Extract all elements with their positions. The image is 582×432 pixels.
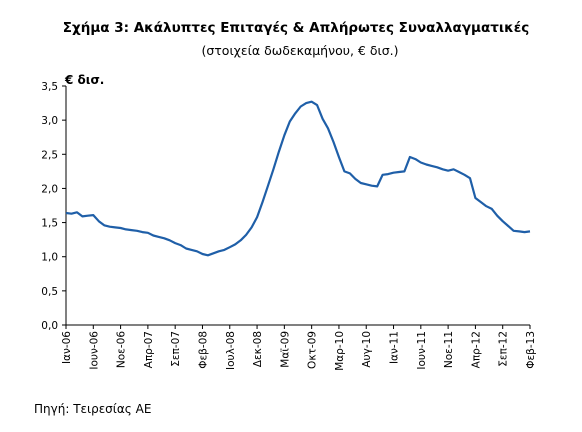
y-tick-group: 0,0 0,5 1,0 1,5 2,0 2,5 3,0 3,5 bbox=[41, 81, 66, 332]
x-tick-label: Νοε-06 bbox=[116, 331, 128, 368]
x-tick-label: Δεκ-08 bbox=[252, 331, 264, 367]
x-tick-label: Ιουλ-08 bbox=[225, 331, 237, 370]
x-tick-label: Οκτ-09 bbox=[307, 331, 319, 369]
x-tick-label: Φεβ-13 bbox=[525, 331, 537, 369]
x-tick-label: Σεπ-07 bbox=[170, 331, 182, 367]
x-tick-label: Απρ-07 bbox=[143, 331, 155, 368]
x-tick-label: Αυγ-10 bbox=[361, 331, 373, 368]
x-tick-group: Ιαν-06 Ιουν-06 Νοε-06 Απρ-07 Σεπ-07 Φεβ-08 Ιου… bbox=[61, 325, 537, 371]
y-tick-label: 3,0 bbox=[41, 115, 58, 127]
x-tick-label: Νοε-11 bbox=[443, 331, 455, 368]
series-line bbox=[65, 100, 531, 257]
source-note: Πηγή: Τειρεσίας ΑΕ bbox=[34, 402, 151, 416]
x-tick-label: Σεπ-12 bbox=[498, 331, 510, 367]
x-tick-label: Μαρ-10 bbox=[334, 331, 346, 371]
x-tick-label: Μαϊ-09 bbox=[279, 331, 291, 368]
y-unit-label: € δισ. bbox=[64, 73, 104, 87]
x-tick-label: Απρ-12 bbox=[470, 331, 482, 368]
chart-title: Σχήμα 3: Ακάλυπτες Επιταγές & Απλήρωτες … bbox=[63, 20, 529, 36]
y-tick-label: 0,0 bbox=[41, 320, 58, 332]
series-group bbox=[65, 100, 531, 257]
x-tick-label: Φεβ-08 bbox=[197, 331, 209, 369]
y-tick-label: 1,0 bbox=[41, 252, 58, 264]
y-tick-label: 1,5 bbox=[41, 218, 58, 230]
chart-subtitle: (στοιχεία δωδεκαμήνου, € δισ.) bbox=[201, 43, 398, 58]
y-tick-label: 0,5 bbox=[41, 286, 58, 298]
x-tick-label: Ιουν-11 bbox=[416, 331, 428, 370]
y-tick-label: 2,5 bbox=[41, 149, 58, 161]
x-tick-label: Ιαν-06 bbox=[61, 331, 73, 364]
y-tick-label: 3,5 bbox=[41, 81, 58, 93]
x-tick-label: Ιουν-06 bbox=[88, 331, 100, 370]
x-tick-label: Ιαν-11 bbox=[389, 331, 401, 364]
y-tick-label: 2,0 bbox=[41, 183, 58, 195]
